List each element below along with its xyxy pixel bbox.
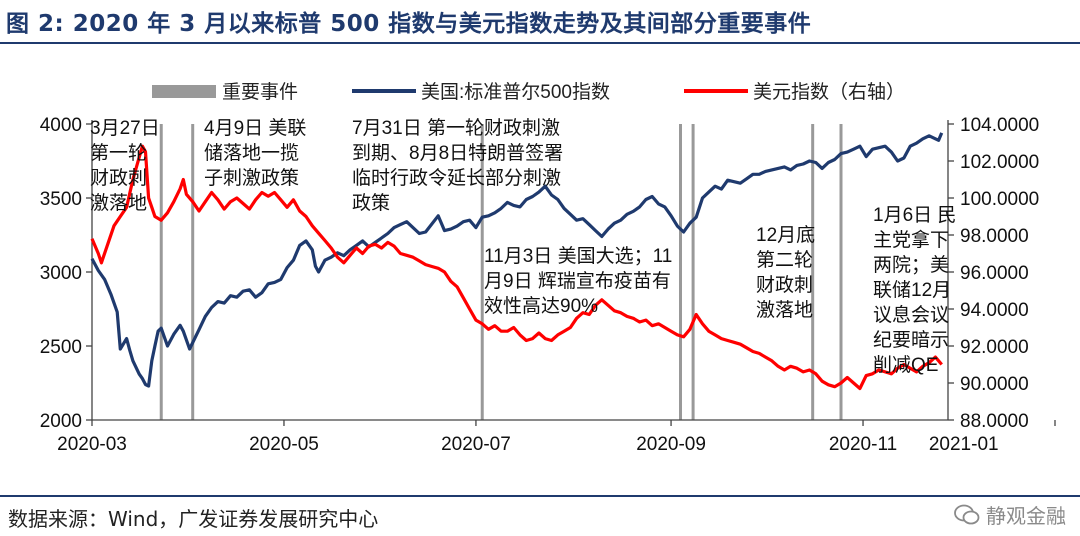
data-series: [90, 132, 944, 391]
annotation-3: 11月3日 美国大选；11 月9日 辉瑞宣布疫苗有效性高达90%: [484, 245, 672, 317]
chart: 2000 2500 3000 3500 4000 88.0000 90.0000 92.000…: [40, 81, 1056, 455]
legend-sp500-label: 美国:标准普尔500指数: [421, 81, 610, 103]
x-tick-label: 2021-01: [929, 434, 999, 455]
annotation-line: 3月27日: [90, 118, 160, 139]
x-tick-label: 2020-05: [249, 434, 319, 455]
annotation-line: 第一轮: [90, 142, 147, 164]
right-tick-label: 96.0000: [960, 263, 1029, 284]
right-tick-label: 100.0000: [960, 189, 1039, 210]
annotation-line: 11月3日 美国大选；11: [484, 245, 672, 267]
legend: 重要事件 美国:标准普尔500指数 美元指数（右轴）: [152, 81, 905, 103]
left-tick-label: 2000: [40, 411, 82, 432]
annotation-line: 12月底: [756, 224, 815, 246]
annotation-line: 政策: [352, 192, 390, 214]
annotation-line: 1月6日 民: [873, 205, 956, 226]
sp500-series-line: [90, 132, 944, 388]
right-tick-label: 104.0000: [960, 115, 1039, 136]
right-tick-label: 98.0000: [960, 226, 1029, 247]
annotation-line: 联储12月: [873, 279, 951, 301]
left-tick-label: 2500: [40, 337, 82, 358]
annotation-line: 议息会议: [873, 304, 949, 326]
annotation-line: 纪要暗示: [873, 329, 949, 351]
watermark: 静观金融: [954, 500, 1066, 529]
title-rule: [0, 42, 1080, 44]
annotation-line: 临时行政令延长部分刺激: [352, 167, 561, 189]
axis-ticks: 2000 2500 3000 3500 4000 88.0000 90.0000 92.000…: [40, 115, 1056, 455]
right-tick-label: 92.0000: [960, 337, 1029, 358]
left-tick-label: 3500: [40, 189, 82, 210]
right-tick-label: 94.0000: [960, 300, 1029, 321]
data-source: 数据来源：Wind，广发证券发展研究中心: [8, 507, 379, 531]
right-tick-label: 88.0000: [960, 411, 1029, 432]
annotation-line: 激落地: [90, 192, 147, 214]
right-tick-label: 90.0000: [960, 374, 1029, 395]
event-markers: [159, 124, 843, 420]
annotation-line: 月9日 辉瑞宣布疫苗有: [484, 270, 671, 292]
annotation-line: 削减QE: [873, 354, 938, 376]
annotation-line: 子刺激政策: [204, 167, 299, 189]
annotation-5: 1月6日 民主党拿下两院；美联储12月议息会议纪要暗示削减QE: [873, 205, 956, 376]
chart-axes: [91, 120, 949, 421]
x-tick-label: 2020-07: [441, 434, 511, 455]
annotation-line: 第二轮: [756, 249, 813, 271]
annotation-0: 3月27日第一轮财政刺激落地: [90, 118, 160, 214]
annotation-line: 财政刺: [756, 274, 813, 296]
wechat-icon: [954, 504, 980, 524]
legend-events-swatch: [152, 85, 216, 98]
annotation-1: 4月9日 美联储落地一揽子刺激政策: [204, 117, 306, 189]
figure-title: 图 2: 2020 年 3 月以来标普 500 指数与美元指数走势及其间部分重要…: [6, 11, 812, 37]
legend-dxy-label: 美元指数（右轴）: [753, 81, 905, 103]
annotation-line: 两院；美: [873, 254, 949, 276]
left-tick-label: 3000: [40, 263, 82, 284]
annotation-line: 到期、8月8日特朗普签署: [352, 142, 563, 164]
footer-rule: [0, 495, 1080, 497]
right-tick-label: 102.0000: [960, 152, 1039, 173]
watermark-text: 静观金融: [986, 504, 1066, 528]
annotation-line: 激落地: [756, 299, 813, 321]
x-tick-label: 2020-09: [636, 434, 706, 455]
annotation-line: 效性高达90%: [484, 295, 598, 317]
x-tick-label: 2020-03: [57, 434, 127, 455]
annotation-line: 储落地一揽: [204, 142, 299, 164]
annotation-2: 7月31日 第一轮财政刺激到期、8月8日特朗普签署临时行政令延长部分刺激政策: [352, 117, 563, 214]
x-tick-label: 2020-11: [829, 434, 897, 455]
annotation-line: 4月9日 美联: [204, 117, 306, 139]
annotation-line: 财政刺: [90, 167, 147, 189]
annotation-line: 主党拿下: [873, 228, 949, 251]
annotation-4: 12月底第二轮财政刺激落地: [756, 224, 815, 321]
left-tick-label: 4000: [40, 115, 82, 136]
annotation-line: 7月31日 第一轮财政刺激: [352, 117, 560, 139]
dxy-series-line: [90, 144, 943, 391]
legend-events-label: 重要事件: [222, 81, 298, 103]
